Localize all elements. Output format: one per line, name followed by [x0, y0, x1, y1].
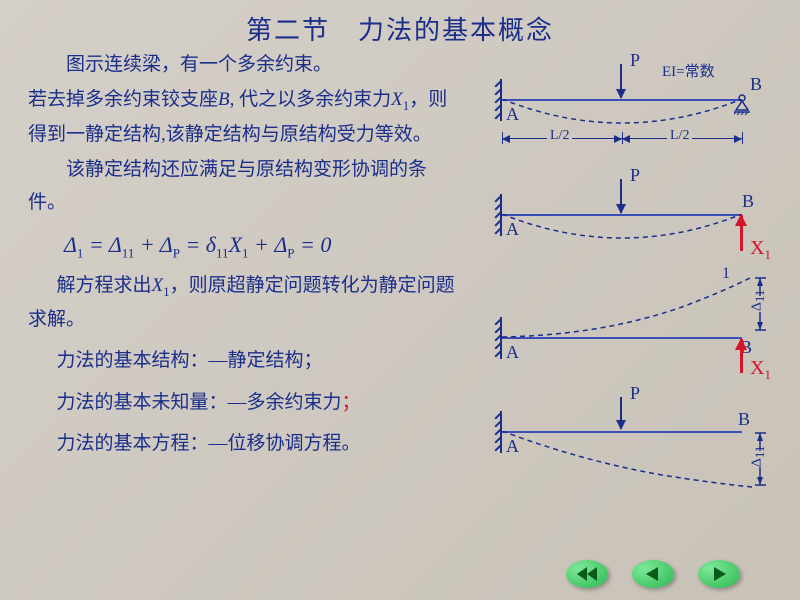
slide-title: 第二节 力法的基本概念 [0, 0, 800, 47]
label-p: P [630, 50, 640, 71]
p6-semicolon: ； [342, 392, 361, 413]
label-b: B [738, 409, 750, 430]
deflection-curve [502, 214, 742, 244]
eq-zero: = 0 [295, 232, 332, 257]
fixed-support-icon [494, 317, 502, 359]
label-b: B [742, 191, 754, 212]
para-2: 若去掉多余约束铰支座B, 代之以多余约束力X1，则得到一静定结构,该静定结构与原… [28, 83, 458, 151]
p2-text-a: 若去掉多余约束铰支座 [28, 89, 218, 110]
deflection-curve [502, 277, 762, 339]
para-4: 解方程求出X1，则原超静定问题转化为静定问题求解。 [28, 269, 458, 337]
label-p: P [630, 165, 640, 186]
para-3: 该静定结构还应满足与原结构变形协调的条件。 [28, 153, 458, 220]
eq-delta3: Δ [160, 232, 173, 257]
diagrams-area: P A B EI=常数 L/2 L/2 P A [472, 44, 782, 509]
label-a: A [506, 219, 519, 240]
p6-text: 力法的基本未知量：—多余约束力 [57, 392, 342, 413]
first-icon [577, 567, 597, 581]
label-l2-1: L/2 [547, 128, 572, 144]
para-7: 力法的基本方程：—位移协调方程。 [28, 427, 458, 460]
p2-italic-x: X [391, 89, 403, 110]
label-a: A [506, 342, 519, 363]
eq-delta2: Δ [109, 232, 122, 257]
label-x1: X1 [750, 357, 771, 383]
eq-plus2: + [249, 232, 275, 257]
force-x1-arrow [740, 339, 743, 373]
nav-next-button[interactable] [698, 560, 740, 588]
nav-buttons [566, 560, 740, 588]
label-a: A [506, 436, 519, 457]
p4-italic: X [152, 275, 164, 296]
prev-icon [646, 567, 660, 581]
fixed-support-icon [494, 79, 502, 121]
fixed-support-icon [494, 411, 502, 453]
force-p-arrow [620, 179, 622, 213]
label-p: P [630, 383, 640, 404]
p4-text-a: 解方程求出 [57, 275, 152, 296]
eq-delta1: Δ [64, 232, 77, 257]
label-x1: X1 [750, 237, 771, 263]
label-delta11: Δ11 [749, 446, 768, 468]
label-delta11: Δ11 [749, 290, 768, 312]
nav-first-button[interactable] [566, 560, 608, 588]
next-icon [712, 567, 726, 581]
deflection-curve [502, 431, 762, 491]
equation: Δ1 = Δ11 + ΔP = δ11X1 + ΔP = 0 [64, 226, 458, 265]
para-6: 力法的基本未知量：—多余约束力； [28, 386, 458, 419]
pin-support-icon [734, 92, 754, 116]
deflection-curve [502, 99, 742, 129]
diagram-4: P A B Δ11 [472, 389, 782, 509]
label-l2-2: L/2 [667, 128, 692, 144]
diagram-3: A B X1 Δ11 1 [472, 269, 782, 389]
para-1: 图示连续梁，有一个多余约束。 [28, 48, 458, 81]
eq-eq2: = [180, 232, 206, 257]
eq-subP: P [173, 245, 180, 260]
fixed-support-icon [494, 194, 502, 236]
label-a: A [506, 104, 519, 125]
nav-prev-button[interactable] [632, 560, 674, 588]
label-ei: EI=常数 [662, 60, 715, 81]
p2-italic-b: B [218, 89, 230, 110]
diagram-1: P A B EI=常数 L/2 L/2 [472, 44, 782, 159]
eq-subP2: P [287, 245, 294, 260]
eq-sub11: 11 [122, 245, 135, 260]
eq-X: X [229, 232, 242, 257]
eq-delta4: Δ [274, 232, 287, 257]
force-p-arrow [620, 397, 622, 429]
force-x1-arrow [740, 215, 743, 251]
para-5: 力法的基本结构：—静定结构； [28, 344, 458, 377]
eq-sdelta: δ [206, 232, 216, 257]
eq-sub11b: 11 [216, 245, 229, 260]
p2-text-c: , 代之以多余约束力 [230, 89, 392, 110]
eq-plus1: + [134, 232, 159, 257]
force-p-arrow [620, 64, 622, 98]
diagram-2: P A B X1 [472, 159, 782, 269]
text-content: 图示连续梁，有一个多余约束。 若去掉多余约束铰支座B, 代之以多余约束力X1，则… [28, 48, 458, 462]
label-one: 1 [722, 265, 730, 283]
eq-eq1: = [83, 232, 108, 257]
